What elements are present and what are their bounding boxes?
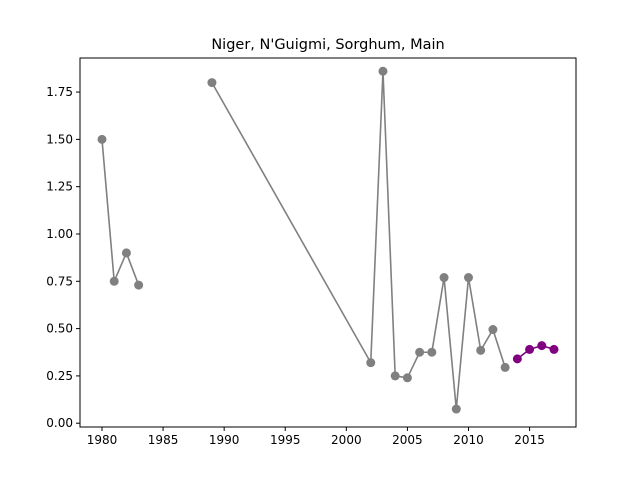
- series-line: [101, 139, 140, 286]
- y-tick-label: 0.75: [46, 274, 73, 288]
- data-point: [439, 273, 449, 283]
- data-point: [525, 344, 535, 354]
- data-point: [97, 134, 107, 144]
- y-tick-label: 1.50: [46, 132, 73, 146]
- data-point: [549, 344, 559, 354]
- y-axis: 0.00 0.25 0.50 0.75 1.00 1.25 1.50 1.75: [46, 85, 80, 430]
- y-tick-label: 1.25: [46, 180, 73, 194]
- data-point: [463, 273, 473, 283]
- x-tick-label: 2010: [453, 433, 484, 447]
- data-point: [402, 373, 412, 383]
- chart-title: Niger, N'Guigmi, Sorghum, Main: [211, 37, 444, 53]
- data-point: [488, 325, 498, 335]
- x-tick-label: 2015: [514, 433, 545, 447]
- data-point: [500, 362, 510, 372]
- y-tick-label: 1.00: [46, 227, 73, 241]
- data-point: [415, 347, 425, 357]
- y-tick-label: 1.75: [46, 85, 73, 99]
- plot-frame: [79, 57, 577, 428]
- x-tick-label: 2005: [392, 433, 423, 447]
- data-point: [121, 248, 131, 258]
- x-tick-label: 2000: [331, 433, 362, 447]
- data-point: [512, 354, 522, 364]
- x-tick-label: 1985: [148, 433, 179, 447]
- x-axis: 1980 1985 1990 1995 2000 2005 2010 2015: [87, 427, 545, 447]
- data-point: [366, 358, 376, 368]
- data-point: [451, 404, 461, 414]
- data-point: [207, 78, 217, 88]
- y-tick-label: 0.25: [46, 369, 73, 383]
- x-tick-label: 1995: [270, 433, 301, 447]
- y-tick-label: 0.50: [46, 322, 73, 336]
- data-point: [134, 280, 144, 290]
- data-point: [427, 347, 437, 357]
- series-line: [516, 344, 555, 360]
- data-point: [109, 276, 119, 286]
- data-point: [378, 66, 388, 76]
- y-tick-label: 0.00: [46, 416, 73, 430]
- plot-series: [97, 66, 559, 414]
- x-tick-label: 1990: [209, 433, 240, 447]
- data-point: [537, 341, 547, 351]
- data-point: [476, 345, 486, 355]
- series-line: [211, 70, 506, 410]
- data-point: [390, 371, 400, 381]
- x-tick-label: 1980: [87, 433, 118, 447]
